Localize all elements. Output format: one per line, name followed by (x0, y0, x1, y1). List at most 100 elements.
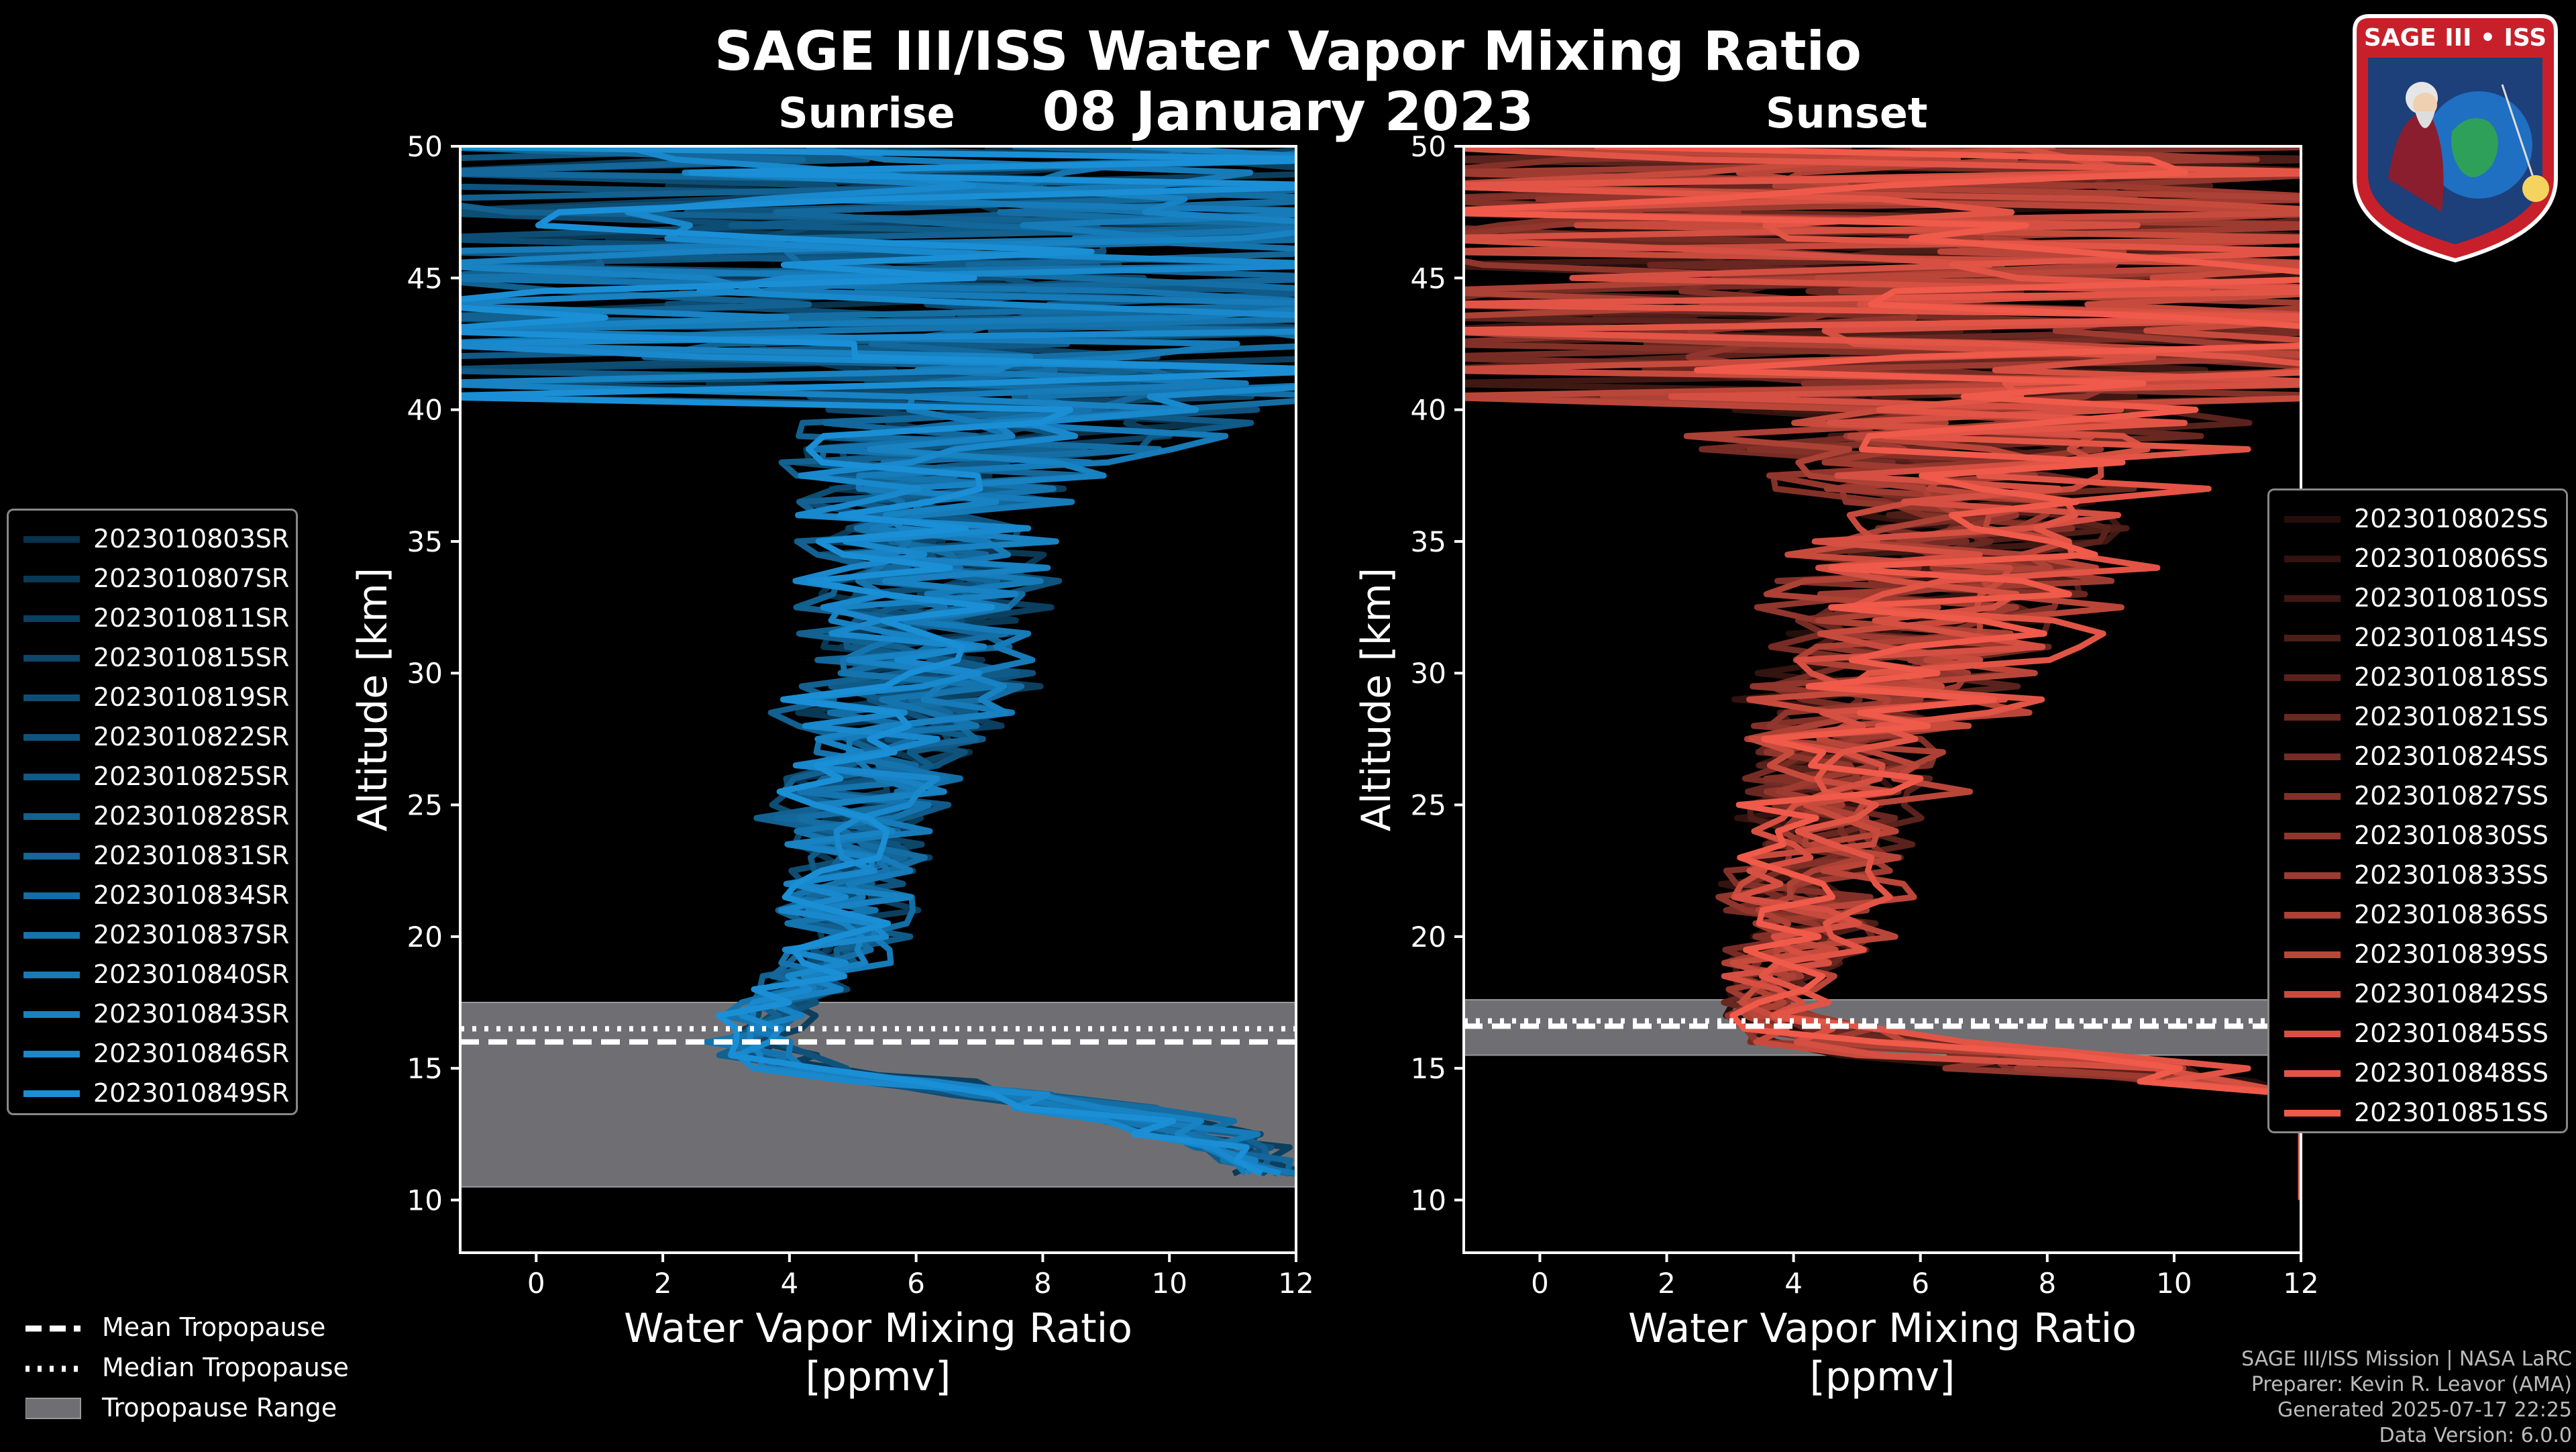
legend-label: 2023010811SR (93, 603, 290, 633)
y-tick-label: 20 (407, 921, 443, 953)
legend-item: 2023010846SR (9, 1035, 296, 1074)
legend-label: 2023010836SS (2354, 900, 2549, 929)
profile-line (460, 146, 1296, 1177)
x-tick-label: 12 (2283, 1267, 2318, 1300)
legend-label: 2023010845SS (2354, 1019, 2549, 1048)
mean-tropopause-label: Mean Tropopause (102, 1312, 326, 1342)
legend-item: 2023010851SS (2269, 1094, 2566, 1133)
legend-item: 2023010834SR (9, 876, 296, 915)
legend-item: 2023010821SS (2269, 698, 2566, 737)
sunrise-panel-title: Sunrise (778, 89, 955, 138)
legend-item: 2023010845SS (2269, 1015, 2566, 1053)
credit-generated: Generated 2025-07-17 22:25 (2277, 1398, 2572, 1422)
profile-line (1464, 146, 2301, 1200)
legend-item: 2023010849SR (9, 1074, 296, 1113)
legend-label: 2023010839SS (2354, 939, 2549, 969)
legend-label: 2023010840SR (93, 960, 290, 989)
legend-item: 2023010837SR (9, 916, 296, 955)
legend-label: 2023010851SS (2354, 1098, 2549, 1127)
x-tick-label: 4 (1784, 1267, 1803, 1300)
legend-swatch (2284, 793, 2341, 800)
legend-item: 2023010810SS (2269, 579, 2566, 618)
legend-item: 2023010848SS (2269, 1054, 2566, 1093)
x-tick-label: 12 (1278, 1267, 1313, 1300)
legend-swatch (23, 932, 80, 939)
legend-swatch (2284, 1110, 2341, 1117)
x-tick-label: 4 (780, 1267, 798, 1300)
legend-swatch (2284, 872, 2341, 879)
tropopause-range-label: Tropopause Range (102, 1393, 337, 1422)
legend-label: 2023010827SS (2354, 781, 2549, 811)
y-tick-label: 50 (407, 130, 443, 163)
legend-swatch (23, 774, 80, 780)
legend-label: 2023010822SR (93, 722, 290, 751)
legend-item: 2023010840SR (9, 955, 296, 994)
legend-swatch (23, 813, 80, 820)
y-tick-label: 15 (407, 1052, 443, 1085)
legend-item: 2023010814SS (2269, 619, 2566, 658)
legend-swatch (2284, 754, 2341, 760)
x-axis-label: Water Vapor Mixing Ratio (624, 1305, 1132, 1352)
legend-label: 2023010843SR (93, 999, 290, 1029)
legend-swatch (2284, 635, 2341, 641)
legend-label: 2023010802SS (2354, 504, 2549, 533)
legend-swatch (23, 853, 80, 860)
plot-frame (459, 145, 1297, 1254)
legend-label: 2023010831SR (93, 841, 290, 870)
legend-label: 2023010825SR (93, 762, 290, 791)
legend-item: 2023010839SS (2269, 935, 2566, 974)
legend-swatch (2284, 556, 2341, 562)
legend-label: 2023010810SS (2354, 583, 2549, 613)
legend-swatch (23, 1051, 80, 1057)
legend-swatch (2284, 951, 2341, 958)
legend-item: 2023010802SS (2269, 500, 2566, 539)
legend-item: 2023010822SR (9, 718, 296, 757)
legend-item: 2023010843SR (9, 995, 296, 1034)
legend-swatch (23, 892, 80, 899)
legend-item: 2023010830SS (2269, 817, 2566, 855)
x-axis-label-units: [ppmv] (1810, 1353, 1955, 1400)
y-tick-label: 10 (1411, 1184, 1446, 1216)
y-tick-label: 15 (1411, 1052, 1446, 1085)
sunset-panel-title: Sunset (1766, 89, 1928, 138)
credit-mission: SAGE III/ISS Mission | NASA LaRC (2241, 1347, 2572, 1371)
legend-swatch (23, 655, 80, 662)
tropopause-range-band (460, 1002, 1297, 1188)
y-tick-label: 10 (407, 1184, 443, 1216)
x-tick-label: 8 (2038, 1267, 2056, 1300)
legend-label: 2023010807SR (93, 564, 290, 593)
legend-label: 2023010830SS (2354, 821, 2549, 850)
x-tick-label: 2 (654, 1267, 672, 1300)
legend-swatch (2284, 1070, 2341, 1077)
legend-item: 2023010806SS (2269, 539, 2566, 578)
legend-swatch (2284, 674, 2341, 681)
legend-label: 2023010828SR (93, 801, 290, 831)
profile-line (460, 146, 1296, 1177)
profile-line (460, 146, 1296, 1177)
main-title: SAGE III/ISS Water Vapor Mixing Ratio (714, 20, 1862, 83)
legend-label: 2023010819SR (93, 682, 290, 712)
legend-label: 2023010846SR (93, 1039, 290, 1068)
tropopause-range-swatch (25, 1398, 81, 1419)
legend-label: 2023010834SR (93, 880, 290, 910)
x-tick-label: 0 (1531, 1267, 1549, 1300)
legend-label: 2023010842SS (2354, 979, 2549, 1008)
y-tick-label: 25 (407, 789, 443, 822)
legend-swatch (23, 734, 80, 741)
x-axis-label-units: [ppmv] (806, 1353, 951, 1400)
y-tick-label: 35 (407, 525, 443, 558)
y-tick-label: 45 (1411, 262, 1446, 295)
legend-swatch (2284, 714, 2341, 721)
x-tick-label: 8 (1034, 1267, 1052, 1300)
x-tick-label: 6 (1911, 1267, 1929, 1300)
y-tick-label: 25 (1411, 789, 1446, 822)
y-tick-label: 50 (1411, 130, 1446, 163)
legend-label: 2023010821SS (2354, 702, 2549, 731)
legend-swatch (23, 972, 80, 978)
legend-swatch (2284, 991, 2341, 998)
legend-swatch (2284, 912, 2341, 919)
